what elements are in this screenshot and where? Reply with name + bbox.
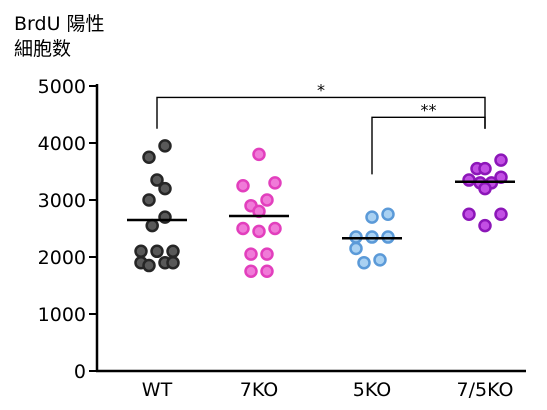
significance-label-0: *	[317, 80, 325, 99]
data-point-5KO-0	[365, 210, 379, 224]
y-tick-label-0: 0	[74, 361, 86, 383]
x-tick-label-5KO: 5KO	[353, 379, 391, 401]
data-point-WT-11	[142, 258, 156, 273]
x-tick-label-WT: WT	[142, 379, 173, 401]
data-point-7/5KO-2	[478, 161, 492, 176]
significance-bracket-0	[156, 96, 486, 129]
data-point-7KO-1	[236, 179, 250, 193]
data-point-WT-1	[142, 150, 156, 164]
data-point-5KO-6	[357, 255, 371, 270]
data-point-WT-4	[142, 193, 156, 207]
data-point-7/5KO-8	[462, 207, 476, 221]
x-tick-label-7KO: 7KO	[240, 379, 278, 401]
significance-bracket-1	[371, 116, 486, 175]
data-point-7KO-10	[260, 247, 274, 261]
significance-label-1: **	[421, 100, 437, 119]
data-point-7KO-2	[268, 176, 282, 190]
data-point-7/5KO-7	[478, 181, 492, 196]
data-point-7KO-9	[244, 247, 258, 261]
y-tick-label-2: 2000	[38, 247, 86, 269]
data-point-WT-5	[145, 218, 159, 233]
y-axis-title-line-1: BrdU 陽性	[14, 13, 105, 35]
data-point-WT-13	[166, 255, 180, 270]
data-point-7KO-8	[268, 221, 282, 236]
data-point-7KO-6	[236, 221, 250, 236]
data-point-7KO-11	[244, 264, 258, 278]
data-point-7KO-3	[260, 193, 274, 207]
data-point-WT-2	[150, 173, 164, 187]
y-tick-label-5: 5000	[38, 76, 86, 98]
data-point-7/5KO-10	[478, 218, 492, 233]
y-tick-label-3: 3000	[38, 190, 86, 212]
data-point-7/5KO-0	[494, 153, 508, 167]
data-point-WT-8	[150, 244, 164, 259]
data-point-WT-9	[166, 244, 180, 259]
y-axis-title-line-2: 細胞数	[14, 38, 72, 60]
data-point-WT-7	[134, 244, 148, 259]
data-point-7/5KO-9	[494, 207, 508, 221]
data-point-WT-3	[158, 181, 172, 196]
data-point-7KO-0	[252, 147, 266, 162]
y-axis-title: BrdU 陽性 細胞数	[14, 12, 105, 62]
y-tick-label-1: 1000	[38, 304, 86, 326]
data-point-7KO-7	[252, 224, 266, 239]
data-point-WT-0	[158, 139, 172, 153]
y-tick-label-4: 4000	[38, 133, 86, 155]
data-point-5KO-7	[373, 253, 387, 267]
data-point-5KO-1	[381, 207, 395, 221]
data-point-7/5KO-4	[462, 173, 476, 187]
x-tick-label-7/5KO: 7/5KO	[457, 379, 514, 401]
data-point-7KO-12	[260, 264, 274, 278]
data-point-5KO-5	[349, 241, 363, 256]
